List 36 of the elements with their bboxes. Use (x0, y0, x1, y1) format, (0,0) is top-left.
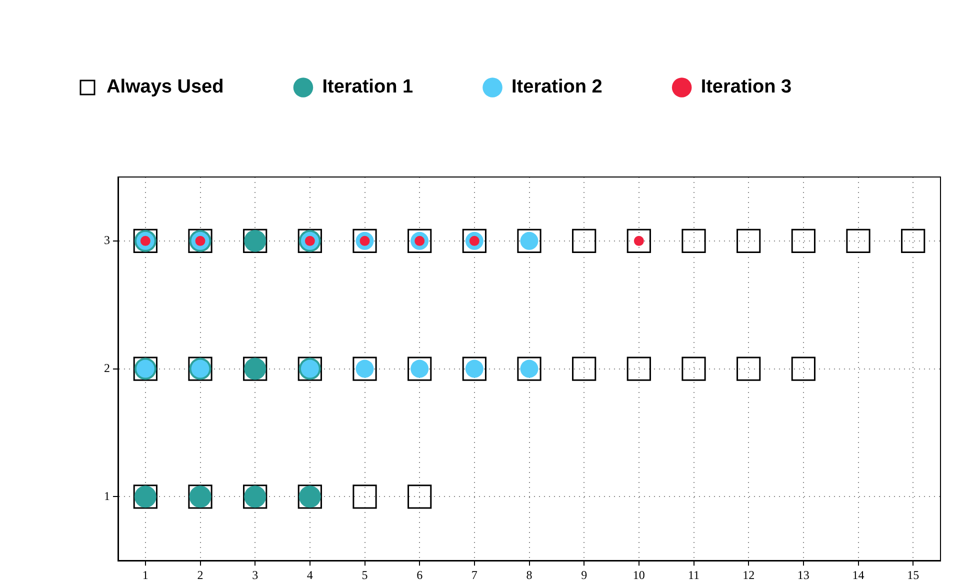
point (736, 228, 761, 253)
x-tick-label: 1 (142, 568, 148, 582)
point (572, 228, 596, 253)
point (791, 228, 816, 253)
x-tick-label: 11 (688, 568, 700, 582)
point (682, 228, 706, 253)
x-tick-label: 8 (526, 568, 532, 582)
point (626, 356, 651, 381)
y-tick-label: 2 (104, 360, 110, 375)
point (901, 228, 926, 253)
x-tick-label: 14 (852, 568, 864, 582)
x-tick-label: 4 (306, 568, 313, 582)
y-tick-label: 3 (104, 233, 110, 248)
y-tick-label: 1 (104, 488, 110, 503)
point (408, 484, 432, 509)
x-tick-label: 9 (581, 568, 588, 582)
legend-label: Iteration 1 (322, 76, 414, 98)
x-tick-label: 6 (416, 568, 423, 582)
x-tick-label: 15 (907, 568, 920, 582)
x-tick-label: 13 (797, 568, 810, 582)
x-tick-label: 7 (471, 568, 478, 582)
x-tick-label: 10 (632, 568, 645, 582)
point (352, 484, 377, 509)
point (846, 228, 870, 253)
x-tick-label: 5 (362, 568, 368, 582)
point (572, 356, 596, 381)
point (626, 228, 651, 253)
x-tick-label: 2 (197, 568, 204, 582)
point (736, 356, 761, 381)
x-tick-label: 3 (252, 568, 258, 582)
x-tick-label: 12 (742, 568, 755, 582)
legend-label: Iteration 3 (700, 76, 792, 98)
point (682, 356, 706, 381)
legend-label: Iteration 2 (512, 76, 602, 98)
legend-label: Always Used (106, 76, 224, 98)
point (791, 356, 816, 381)
